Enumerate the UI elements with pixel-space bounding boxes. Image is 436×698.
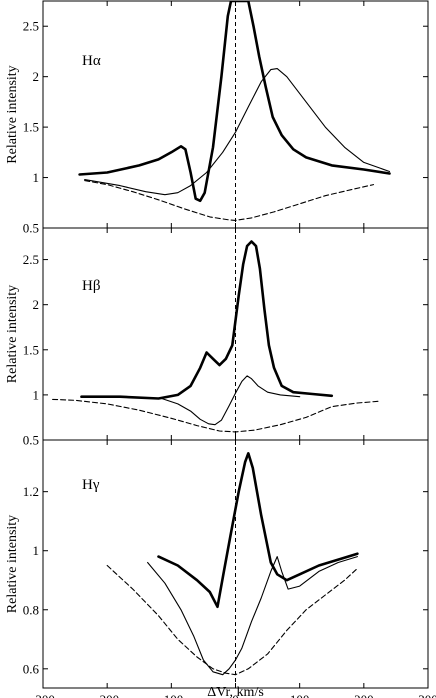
panel-series	[52, 240, 381, 433]
series-line-thin	[147, 556, 358, 676]
y-axis-title: Relative intensity	[5, 515, 20, 613]
y-axis-title: Relative intensity	[5, 285, 20, 383]
y-tick-label: 0.8	[23, 602, 39, 617]
x-tick-label: -200	[95, 692, 119, 698]
x-tick-label: -300	[31, 692, 55, 698]
y-tick-label: 2.5	[23, 19, 39, 34]
series-line-thick	[80, 240, 334, 400]
y-tick-label: 1	[33, 170, 40, 185]
panels-group: 0.5 1 1.5 2 2.5 Relative intensity Hα 0.5 1 1.5 2 2…	[5, 0, 429, 689]
y-tick-label: 1.5	[23, 342, 39, 357]
y-tick-label: 0.6	[23, 661, 40, 676]
y-tick-label: 2.5	[23, 252, 39, 267]
panel-series	[106, 452, 359, 676]
x-tick-label: -100	[159, 692, 183, 698]
y-tick-label: 1	[33, 543, 40, 558]
x-tick-label: 0	[232, 692, 239, 698]
x-tick-label: 200	[354, 692, 374, 698]
panel-3: 0.6 0.8 1 1.2 Relative intensity Hγ	[5, 439, 429, 689]
x-tick-label: 300	[418, 692, 436, 698]
panel-2: 0.5 1 1.5 2 2.5 Relative intensity Hβ	[5, 227, 429, 448]
shared-x-axis: -300 -200 -100 0 100 200 300	[31, 692, 436, 698]
y-axis-title: Relative intensity	[5, 65, 20, 163]
y-tick-label: 2	[33, 69, 40, 84]
panel-label: Hα	[82, 53, 101, 69]
x-tick-label: 100	[290, 692, 310, 698]
series-line-thin	[84, 68, 391, 196]
series-line-thick	[157, 452, 359, 609]
series-line-thin	[161, 375, 301, 426]
series-line-dashed	[52, 398, 381, 433]
panel-1: 0.5 1 1.5 2 2.5 Relative intensity Hα	[5, 0, 429, 236]
y-tick-label: 1.5	[23, 120, 39, 135]
y-tick-label: 2	[33, 297, 40, 312]
x-axis-title: ΔVr, km/s	[207, 685, 264, 698]
y-tick-label: 1	[33, 387, 40, 402]
y-tick-label: 1.2	[23, 484, 39, 499]
y-tick-label: 0.5	[23, 221, 39, 236]
panel-label: Hβ	[82, 278, 100, 294]
series-line-dashed	[106, 564, 358, 676]
panel-series	[78, 1, 391, 221]
series-line-dashed	[84, 180, 375, 221]
series-line-thick	[78, 1, 391, 203]
y-tick-label: 0.5	[23, 433, 39, 448]
panel-label: Hγ	[82, 477, 100, 493]
